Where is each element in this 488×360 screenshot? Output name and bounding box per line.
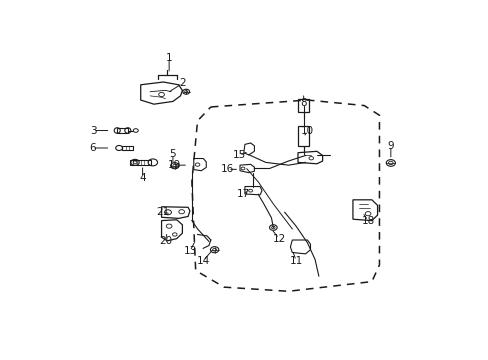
Bar bbox=[298, 126, 308, 147]
Text: 12: 12 bbox=[272, 234, 285, 244]
Text: 19: 19 bbox=[168, 160, 181, 170]
Text: 2: 2 bbox=[179, 78, 185, 89]
Text: 15: 15 bbox=[232, 150, 245, 161]
Text: 10: 10 bbox=[300, 126, 313, 135]
Text: 20: 20 bbox=[159, 237, 172, 246]
Text: 4: 4 bbox=[139, 173, 145, 183]
Text: 3: 3 bbox=[90, 126, 97, 135]
Bar bbox=[130, 160, 151, 165]
Text: 18: 18 bbox=[361, 216, 374, 226]
Text: 21: 21 bbox=[156, 207, 169, 217]
Text: 13: 13 bbox=[183, 246, 196, 256]
Text: 17: 17 bbox=[236, 189, 249, 199]
Bar bbox=[117, 128, 128, 133]
Text: 1: 1 bbox=[165, 53, 172, 63]
Bar bbox=[122, 146, 132, 150]
Text: 9: 9 bbox=[386, 141, 393, 151]
Text: 6: 6 bbox=[89, 143, 95, 153]
Bar bbox=[297, 99, 309, 112]
Text: 14: 14 bbox=[196, 256, 209, 266]
Text: 8: 8 bbox=[300, 98, 306, 108]
Text: 11: 11 bbox=[289, 256, 302, 266]
Text: 16: 16 bbox=[221, 164, 234, 174]
Text: 5: 5 bbox=[169, 149, 176, 159]
